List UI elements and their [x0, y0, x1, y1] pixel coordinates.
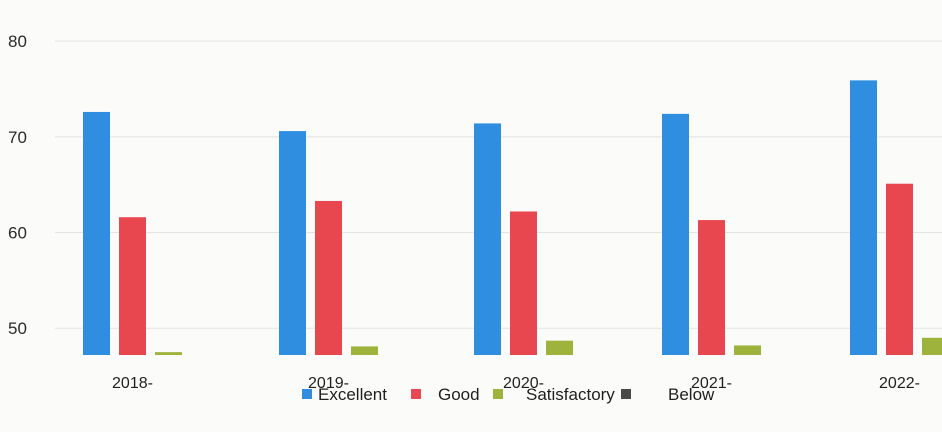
bar-excellent-2021: [662, 113, 689, 356]
y-axis-ticks: 50 60 70 80: [8, 32, 27, 338]
x-tick-label: 2018-: [112, 375, 153, 392]
y-tick-label: 80: [8, 32, 27, 51]
x-tick-label: 2022-: [879, 375, 920, 392]
bar-satisfactory-2020: [546, 340, 573, 355]
legend-swatch-satisfactory: [493, 389, 503, 399]
bar-excellent-2020: [474, 123, 501, 356]
y-tick-label: 60: [8, 224, 27, 243]
y-tick-label: 50: [8, 319, 27, 338]
bar-good-2022: [886, 183, 913, 355]
bar-excellent-2022: [850, 80, 877, 355]
legend-label-excellent: Excellent: [318, 385, 387, 404]
bar-satisfactory-2022: [922, 337, 942, 355]
bar-satisfactory-2018: [155, 352, 182, 355]
legend-swatch-excellent: [302, 389, 312, 399]
bar-good-2019: [315, 200, 342, 355]
x-tick-label: 2021-: [691, 375, 732, 392]
legend-label-satisfactory: Satisfactory: [526, 385, 615, 404]
bar-good-2020: [510, 211, 537, 355]
bar-good-2018: [119, 217, 146, 355]
legend-label-below: Below: [668, 385, 715, 404]
legend-label-good: Good: [438, 385, 480, 404]
x-axis-categories: 2018- 2019- 2020- 2021- 2022-: [112, 375, 920, 392]
legend-swatch-below: [621, 389, 631, 399]
y-tick-label: 70: [8, 128, 27, 147]
bars: [83, 80, 942, 356]
bar-excellent-2018: [83, 111, 110, 355]
legend-swatch-good: [411, 389, 421, 399]
bar-satisfactory-2021: [734, 345, 761, 355]
x-tick-label: 2019-: [308, 375, 349, 392]
x-tick-label: 2020-: [503, 375, 544, 392]
bar-satisfactory-2019: [351, 346, 378, 355]
legend: Excellent Good Satisfactory Below: [302, 385, 715, 404]
bar-excellent-2019: [279, 131, 306, 355]
bar-good-2021: [698, 220, 725, 355]
